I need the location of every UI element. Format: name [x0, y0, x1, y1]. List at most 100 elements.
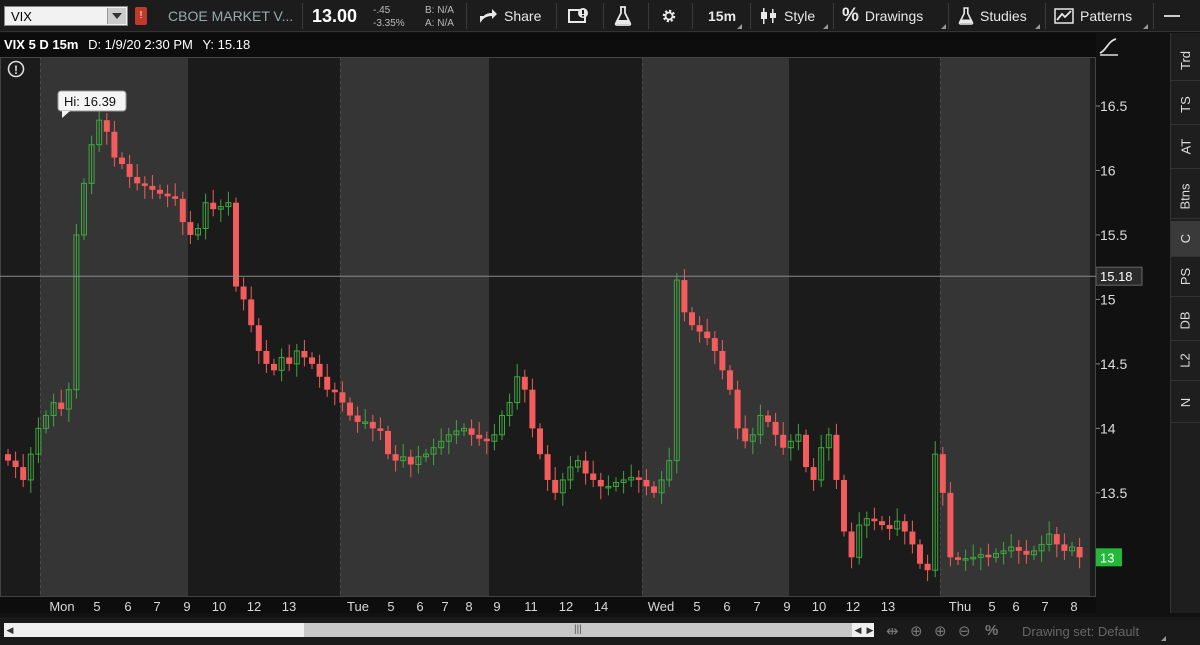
session-band	[940, 57, 1090, 596]
candle-down	[119, 157, 125, 165]
toolbar-separator	[302, 3, 303, 29]
candle-down	[871, 518, 878, 522]
tab-label: AT	[1178, 138, 1193, 155]
hi-bubble-text: Hi: 16.39	[64, 94, 116, 109]
horizontal-scrollbar[interactable]: ◀ ||| ◀ ▶	[4, 623, 874, 637]
x-axis-label: 5	[387, 599, 394, 613]
candle-up	[613, 482, 619, 487]
patterns-button[interactable]: Patterns	[1054, 0, 1150, 32]
scroll-right-icon[interactable]: ▶	[866, 625, 874, 635]
candle-up	[400, 456, 407, 462]
candle-down	[681, 280, 688, 313]
timeframe-label: 15m	[708, 8, 737, 24]
style-button[interactable]: Style	[760, 0, 830, 32]
tab-l2[interactable]: L2	[1171, 341, 1200, 381]
tab-ts[interactable]: TS	[1171, 85, 1200, 125]
candle-down	[58, 402, 65, 410]
price-axis-svg: 13.5 14 14.5 15 15.5 16 16.5 15.18 13	[1095, 38, 1143, 567]
y-axis-label: 15	[1100, 291, 1116, 307]
y-axis-label: 16	[1100, 162, 1116, 178]
flask-button[interactable]	[614, 0, 638, 32]
patterns-icon	[1054, 8, 1074, 24]
bottom-bar: ◀ ||| ◀ ▶ ⇹ ⊕ ⊕ ⊖ % Drawing set: Default	[0, 617, 1200, 645]
candle-down	[711, 338, 718, 351]
x-axis-label: Thu	[949, 599, 971, 613]
tab-n[interactable]: N	[1171, 383, 1200, 423]
candles-icon	[761, 8, 776, 24]
x-axis-label: 8	[1070, 599, 1077, 613]
tab-label: L2	[1178, 353, 1193, 368]
candle-up	[81, 182, 87, 236]
timeframe-button[interactable]: 15m	[708, 0, 744, 32]
tab-label: TS	[1178, 96, 1193, 113]
tab-c[interactable]: C	[1171, 221, 1200, 257]
x-axis-label: Tue	[347, 599, 369, 613]
last-price-label: 13	[1100, 550, 1114, 565]
candle-down	[1076, 547, 1083, 558]
candle-down	[468, 428, 475, 435]
price-axis[interactable]: 13.5 14 14.5 15 15.5 16 16.5 15.18 13	[1095, 33, 1170, 613]
candle-down	[324, 376, 331, 390]
tab-db[interactable]: DB	[1171, 301, 1200, 341]
alerts-button[interactable]	[568, 0, 596, 32]
symbol-dropdown-button[interactable]	[107, 8, 126, 24]
candle-down	[719, 351, 726, 371]
x-axis-label: 10	[812, 599, 826, 613]
scroll-left-icon[interactable]: ◀	[6, 625, 14, 635]
flask-icon	[958, 7, 974, 25]
candle-up	[787, 440, 794, 449]
settings-button[interactable]	[660, 0, 682, 32]
zoom-out-icon[interactable]: ⊖	[958, 623, 971, 640]
x-axis-label: Wed	[648, 599, 675, 613]
studies-button[interactable]: Studies	[958, 0, 1042, 32]
candle-up	[278, 356, 285, 371]
price-chart[interactable]: Hi: 16.39! Mon 5 6 7 9 10 12 13 Tue 5 6 7 8 9 11 12 14 Wed…	[0, 33, 1096, 613]
candle-up	[575, 460, 581, 468]
toolbar-separator	[648, 3, 649, 29]
tab-btns[interactable]: Btns	[1171, 175, 1200, 219]
session-band	[789, 57, 940, 596]
pan-icon[interactable]: ⇹	[886, 623, 899, 640]
candle-down	[179, 198, 186, 223]
x-axis-label: 12	[247, 599, 261, 613]
candle-down	[704, 331, 711, 339]
candle-down	[879, 521, 885, 526]
percent-change: -3.35%	[373, 18, 405, 29]
x-axis-label: 11	[524, 599, 538, 613]
alert-badge[interactable]: !	[135, 7, 147, 25]
candle-down	[886, 525, 893, 529]
zoom-in-icon[interactable]: ⊕	[934, 623, 947, 640]
candle-down	[841, 479, 847, 532]
candle-up	[50, 402, 57, 416]
tab-at[interactable]: AT	[1171, 125, 1200, 169]
session-band	[188, 57, 340, 596]
share-button[interactable]: Share	[478, 0, 548, 32]
toolbar-separator	[1045, 3, 1046, 29]
chart-area[interactable]: Hi: 16.39! Mon 5 6 7 9 10 12 13 Tue 5 6 7 8 9 11 12 14 Wed…	[0, 33, 1096, 613]
hi-bubble-pointer	[62, 111, 70, 118]
candle-down	[1023, 550, 1030, 555]
crosshair-icon[interactable]: ⊕	[910, 623, 923, 640]
candle-up	[35, 427, 42, 455]
candle-up	[658, 479, 665, 494]
drawings-button[interactable]: % Drawings	[842, 0, 948, 32]
candle-down	[187, 222, 194, 235]
symbol-input[interactable]: VIX	[4, 6, 128, 26]
tab-label: N	[1177, 397, 1193, 408]
ask-value: A: N/A	[425, 18, 454, 29]
drawing-set-label[interactable]: Drawing set: Default	[1022, 624, 1140, 639]
tab-label: Trd	[1178, 50, 1193, 71]
percent-icon[interactable]: %	[985, 622, 999, 639]
tab-ps[interactable]: PS	[1171, 257, 1200, 297]
tab-trd[interactable]: Trd	[1171, 41, 1200, 81]
toolbar-more-button[interactable]	[1164, 0, 1194, 32]
tab-label: Btns	[1177, 183, 1193, 210]
x-axis-label: 14	[594, 599, 608, 613]
y-axis-label: 14.5	[1100, 356, 1127, 372]
scroll-left-icon[interactable]: ◀	[854, 625, 862, 635]
y-axis-label: 15.5	[1100, 227, 1127, 243]
candle-down	[126, 164, 133, 177]
toolbar-separator	[603, 3, 604, 29]
candle-down	[210, 202, 217, 210]
scroll-thumb[interactable]: |||	[304, 623, 852, 637]
